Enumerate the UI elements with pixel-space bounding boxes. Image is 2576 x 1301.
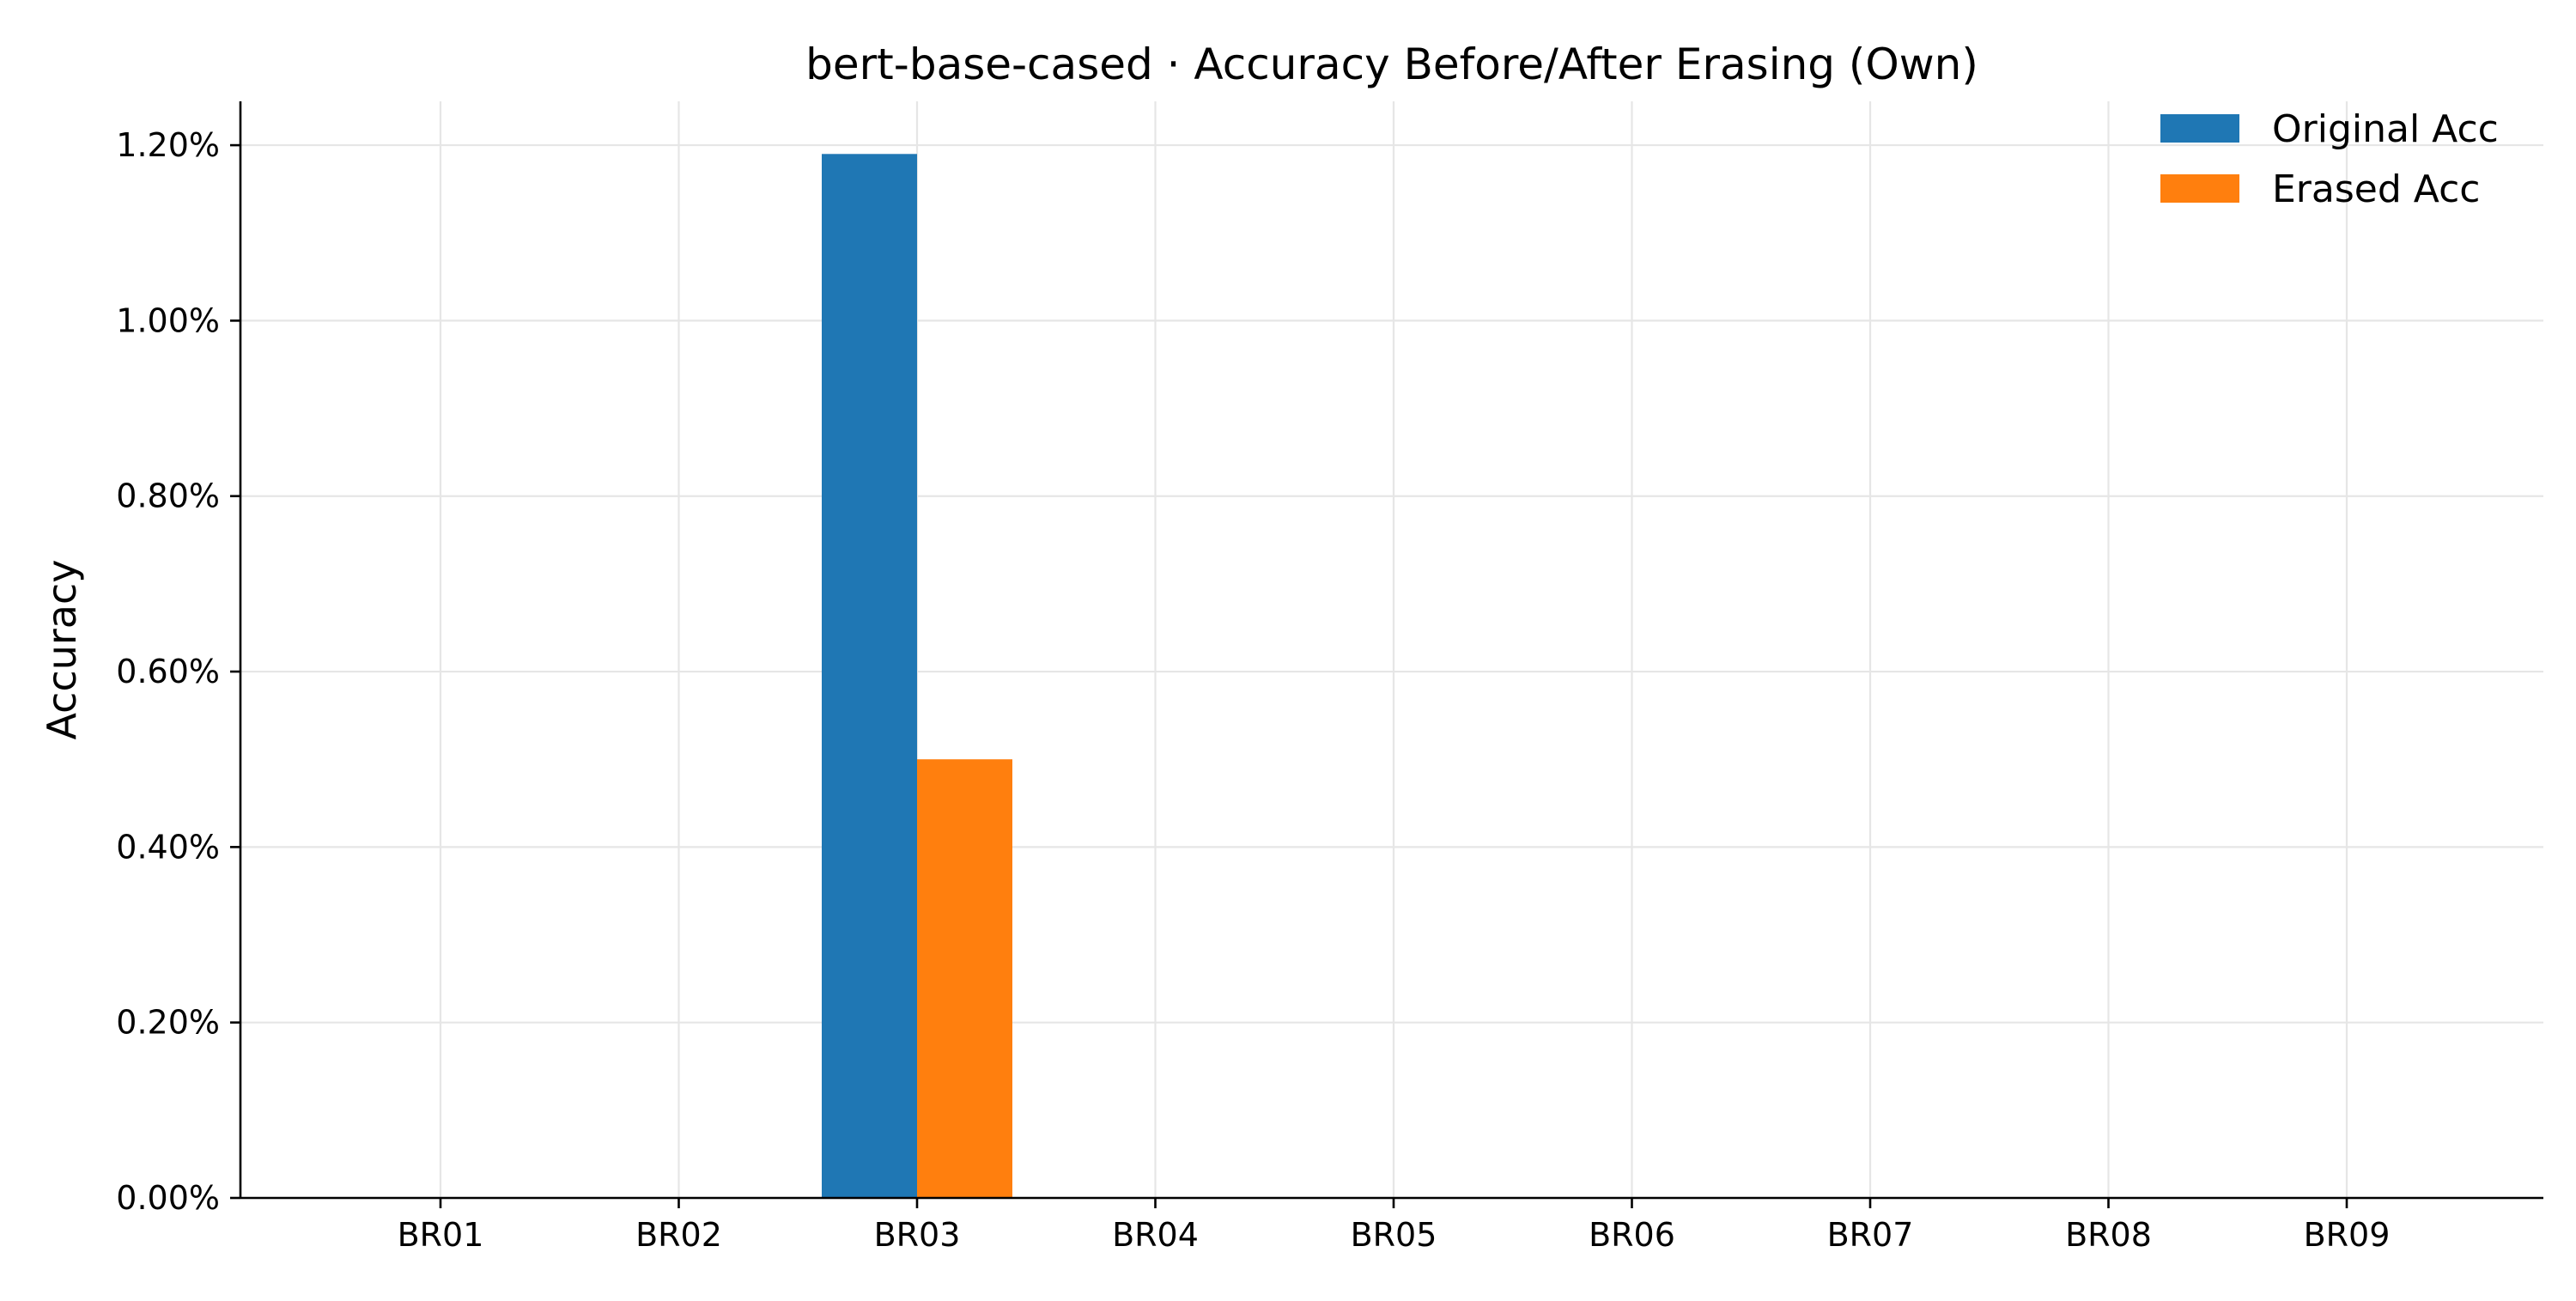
y-tick-label: 1.20%	[116, 126, 220, 164]
x-tick-label: BR04	[1112, 1216, 1199, 1254]
chart-title: bert-base-cased · Accuracy Before/After …	[805, 40, 1978, 89]
ticks-layer: 0.00% 0.20% 0.40% 0.60% 0.80% 1.00% 1.20% BR01 B…	[116, 126, 2390, 1254]
bars-layer	[822, 154, 1012, 1198]
axes-layer	[239, 101, 2543, 1200]
legend-swatch-erased-acc	[2160, 174, 2239, 203]
bar-erased-acc-br03	[917, 759, 1012, 1198]
y-axis-label: Accuracy	[39, 559, 85, 739]
x-tick-label: BR07	[1827, 1216, 1914, 1254]
y-tick-label: 0.80%	[116, 477, 220, 515]
y-tick-label: 1.00%	[116, 301, 220, 339]
y-tick-label: 0.40%	[116, 828, 220, 866]
x-tick-label: BR05	[1351, 1216, 1437, 1254]
legend: Original Acc Erased Acc	[2160, 107, 2499, 211]
x-tick-label: BR01	[398, 1216, 484, 1254]
x-tick-label: BR02	[635, 1216, 722, 1254]
y-tick-label: 0.60%	[116, 653, 220, 690]
legend-label-original-acc: Original Acc	[2272, 107, 2499, 151]
y-tick-label: 0.20%	[116, 1004, 220, 1042]
bar-original-acc-br03	[822, 154, 917, 1198]
x-tick-label: BR08	[2065, 1216, 2152, 1254]
x-tick-label: BR09	[2304, 1216, 2391, 1254]
grid-layer	[240, 101, 2543, 1200]
x-tick-label: BR06	[1589, 1216, 1675, 1254]
x-tick-label: BR03	[874, 1216, 961, 1254]
y-tick-label: 0.00%	[116, 1179, 220, 1217]
legend-swatch-original-acc	[2160, 114, 2239, 143]
legend-label-erased-acc: Erased Acc	[2272, 167, 2480, 211]
